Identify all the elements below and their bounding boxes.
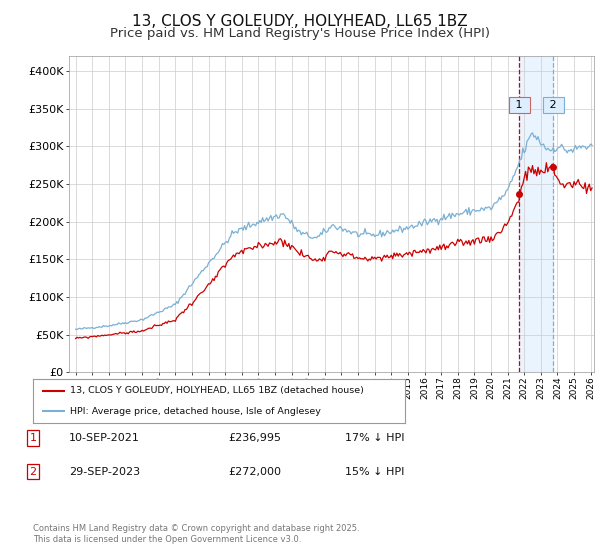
Text: £236,995: £236,995 xyxy=(228,433,281,443)
Text: 1: 1 xyxy=(512,100,526,110)
Text: HPI: Average price, detached house, Isle of Anglesey: HPI: Average price, detached house, Isle… xyxy=(70,407,321,416)
Text: Contains HM Land Registry data © Crown copyright and database right 2025.
This d: Contains HM Land Registry data © Crown c… xyxy=(33,524,359,544)
Text: 13, CLOS Y GOLEUDY, HOLYHEAD, LL65 1BZ: 13, CLOS Y GOLEUDY, HOLYHEAD, LL65 1BZ xyxy=(132,14,468,29)
Text: 15% ↓ HPI: 15% ↓ HPI xyxy=(345,466,404,477)
Text: 13, CLOS Y GOLEUDY, HOLYHEAD, LL65 1BZ (detached house): 13, CLOS Y GOLEUDY, HOLYHEAD, LL65 1BZ (… xyxy=(70,386,364,395)
Text: 2: 2 xyxy=(546,100,560,110)
Text: 2: 2 xyxy=(29,466,37,477)
Text: Price paid vs. HM Land Registry's House Price Index (HPI): Price paid vs. HM Land Registry's House … xyxy=(110,27,490,40)
Text: £272,000: £272,000 xyxy=(228,466,281,477)
Bar xyxy=(519,56,553,372)
Text: 17% ↓ HPI: 17% ↓ HPI xyxy=(345,433,404,443)
Text: 29-SEP-2023: 29-SEP-2023 xyxy=(69,466,140,477)
Text: 10-SEP-2021: 10-SEP-2021 xyxy=(69,433,140,443)
Text: 1: 1 xyxy=(29,433,37,443)
